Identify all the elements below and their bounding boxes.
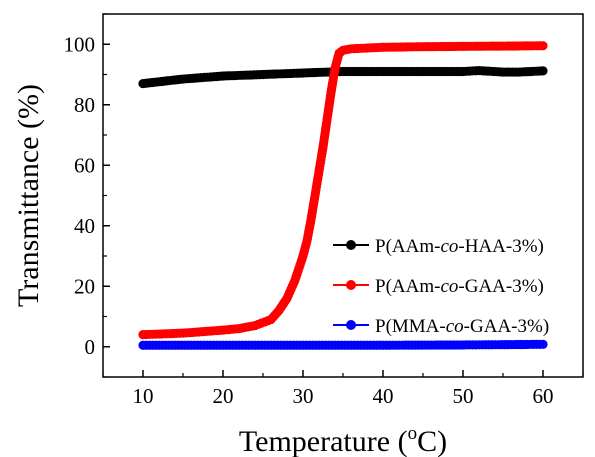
legend: P(AAm-co-HAA-3%) P(AAm-co-GAA-3%) P(MMA-co… xyxy=(333,236,549,337)
x-tick-label: 10 xyxy=(133,384,154,408)
x-tick-label: 40 xyxy=(373,384,394,408)
y-tick-label: 60 xyxy=(74,153,95,177)
legend-label: P(AAm-co-HAA-3%) xyxy=(375,236,544,257)
x-tick-label: 60 xyxy=(533,384,554,408)
y-tick-label: 0 xyxy=(85,335,96,359)
legend-marker xyxy=(346,240,356,250)
y-tick-label: 100 xyxy=(64,32,96,56)
legend-marker xyxy=(346,320,356,330)
axis-ticks: 10 20 30 40 50 60 0 20 40 60 80 100 xyxy=(64,13,584,408)
legend-marker xyxy=(346,280,356,290)
data-marks xyxy=(138,41,548,350)
y-tick-label: 20 xyxy=(74,274,95,298)
series-P(AAm-co-HAA-3%) xyxy=(138,65,548,89)
series-P(MMA-co-GAA-3%) xyxy=(138,339,548,350)
data-point xyxy=(538,41,548,51)
legend-item: P(MMA-co-GAA-3%) xyxy=(333,316,549,337)
y-tick-label: 40 xyxy=(74,214,95,238)
x-tick-label: 20 xyxy=(213,384,234,408)
x-tick-label: 30 xyxy=(293,384,314,408)
legend-label: P(MMA-co-GAA-3%) xyxy=(375,316,549,337)
data-point xyxy=(538,339,548,349)
legend-item: P(AAm-co-HAA-3%) xyxy=(333,236,544,257)
legend-label: P(AAm-co-GAA-3%) xyxy=(375,276,544,297)
x-axis-title: Temperature (oC) xyxy=(239,423,447,457)
series-P(AAm-co-GAA-3%) xyxy=(138,41,548,340)
legend-item: P(AAm-co-GAA-3%) xyxy=(333,276,544,297)
y-tick-label: 80 xyxy=(74,93,95,117)
x-tick-label: 50 xyxy=(453,384,474,408)
y-axis-title: Transmittance (%) xyxy=(12,84,45,307)
data-point xyxy=(538,66,548,76)
